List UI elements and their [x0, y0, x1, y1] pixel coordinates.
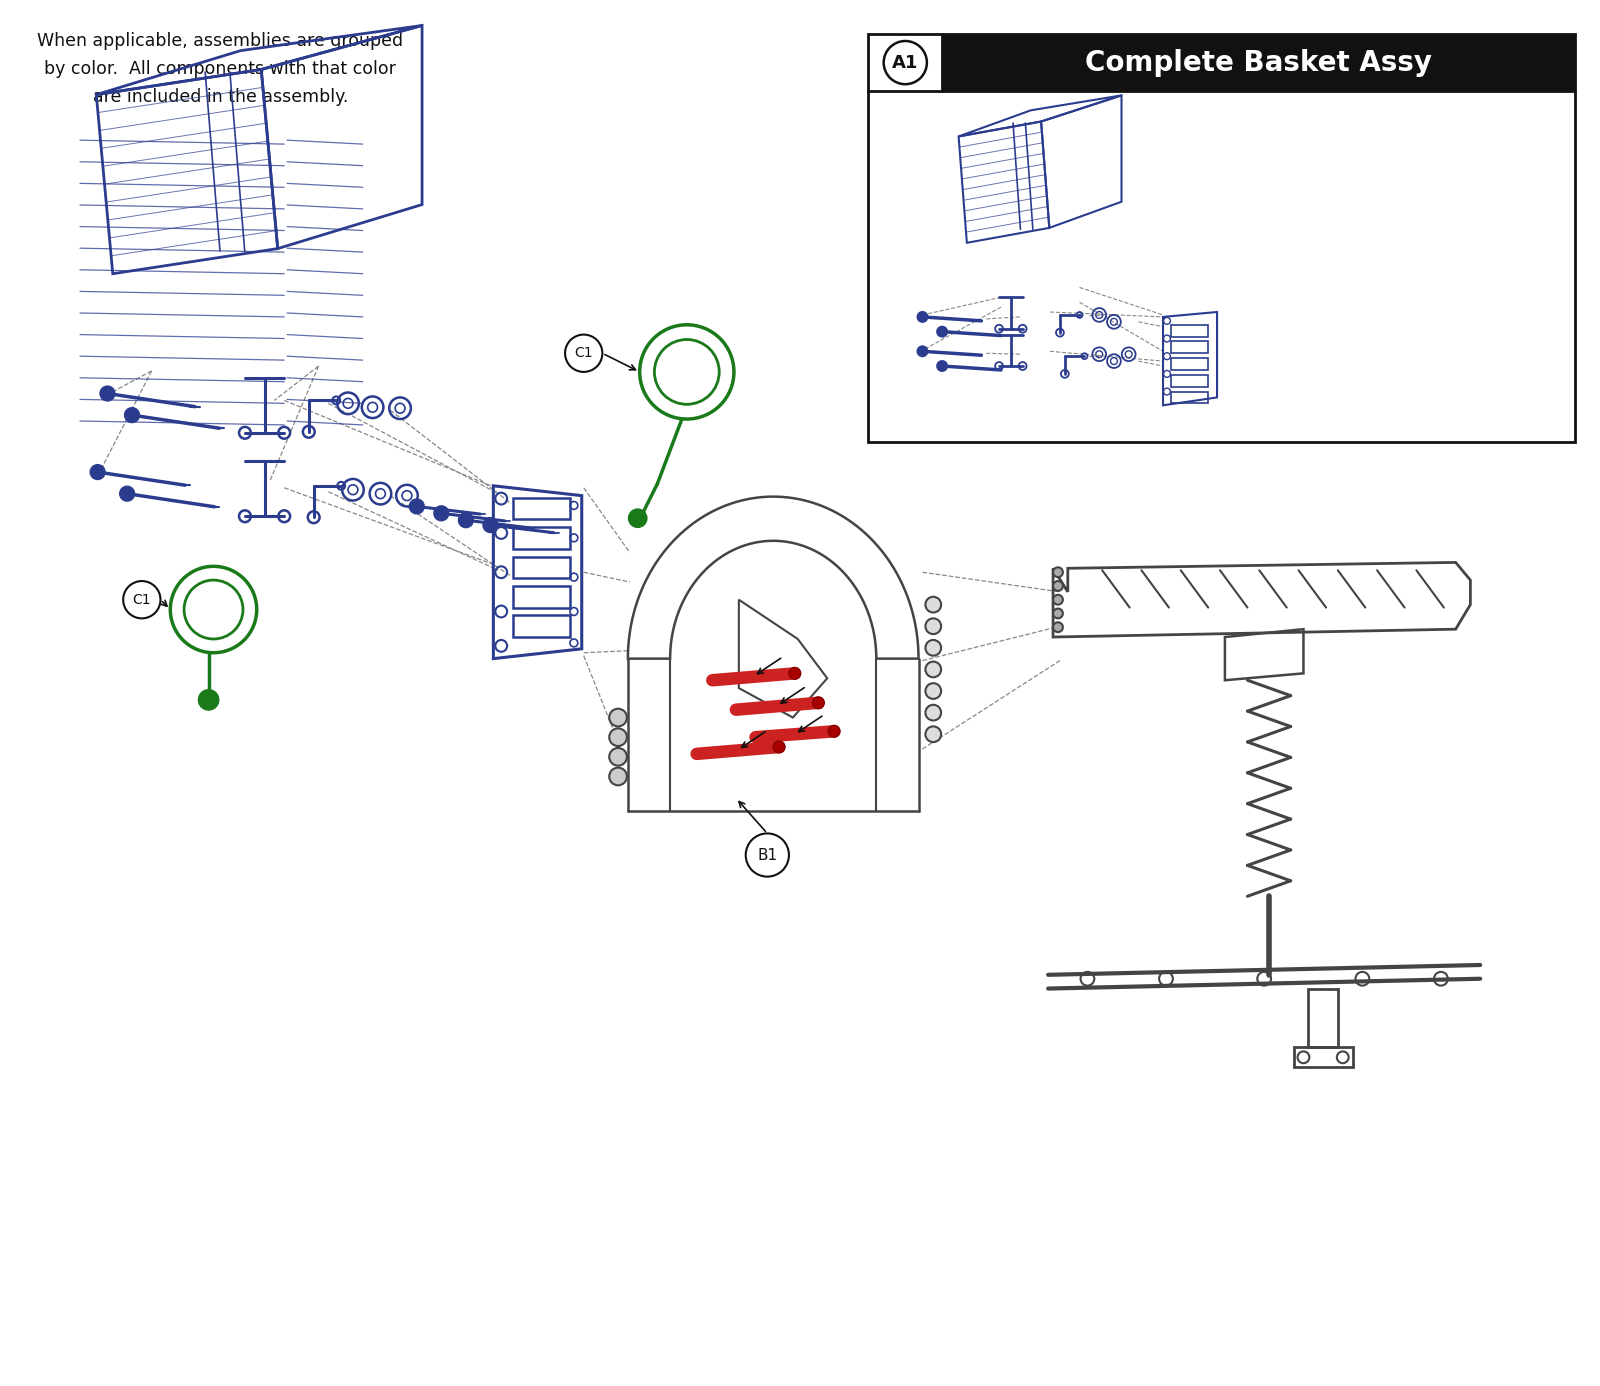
- Circle shape: [565, 334, 602, 371]
- Circle shape: [1053, 608, 1062, 618]
- Circle shape: [123, 581, 160, 618]
- Circle shape: [410, 499, 424, 513]
- Circle shape: [917, 346, 928, 356]
- Circle shape: [184, 581, 243, 639]
- Circle shape: [925, 726, 941, 742]
- Circle shape: [925, 640, 941, 656]
- Circle shape: [629, 510, 646, 527]
- Circle shape: [198, 690, 219, 710]
- Circle shape: [925, 618, 941, 633]
- Text: C1: C1: [574, 346, 594, 360]
- Text: Complete Basket Assy: Complete Basket Assy: [1085, 49, 1432, 76]
- Text: When applicable, assemblies are grouped
by color.  All components with that colo: When applicable, assemblies are grouped …: [37, 32, 403, 105]
- Circle shape: [1053, 567, 1062, 577]
- Bar: [514, 498, 570, 520]
- Bar: [1171, 341, 1208, 353]
- Circle shape: [1053, 622, 1062, 632]
- Circle shape: [125, 409, 139, 421]
- Circle shape: [91, 466, 104, 480]
- Circle shape: [610, 729, 627, 746]
- Bar: [1171, 374, 1208, 387]
- Circle shape: [917, 312, 928, 322]
- Bar: [869, 35, 1576, 442]
- Bar: [1171, 392, 1208, 403]
- Bar: [1171, 358, 1208, 370]
- Circle shape: [1053, 595, 1062, 604]
- Circle shape: [610, 768, 627, 786]
- Text: B1: B1: [757, 847, 778, 862]
- Circle shape: [1053, 581, 1062, 590]
- Circle shape: [925, 661, 941, 678]
- Circle shape: [925, 597, 941, 613]
- Bar: [1171, 324, 1208, 337]
- Bar: [514, 527, 570, 549]
- Bar: [514, 557, 570, 578]
- Circle shape: [746, 833, 789, 876]
- Circle shape: [610, 708, 627, 726]
- Circle shape: [925, 705, 941, 721]
- Bar: [514, 586, 570, 607]
- Circle shape: [829, 725, 840, 737]
- Circle shape: [925, 683, 941, 699]
- Circle shape: [813, 697, 824, 708]
- Circle shape: [101, 387, 114, 401]
- Text: A1: A1: [893, 54, 918, 72]
- Bar: [942, 35, 1576, 91]
- Circle shape: [435, 506, 448, 520]
- Text: C1: C1: [133, 593, 150, 607]
- Circle shape: [483, 518, 498, 532]
- Circle shape: [459, 513, 472, 527]
- Bar: [514, 615, 570, 638]
- Circle shape: [654, 340, 720, 405]
- Circle shape: [789, 668, 800, 679]
- Circle shape: [773, 742, 786, 753]
- Circle shape: [120, 486, 134, 500]
- Circle shape: [938, 362, 947, 371]
- Circle shape: [938, 327, 947, 337]
- Circle shape: [610, 748, 627, 765]
